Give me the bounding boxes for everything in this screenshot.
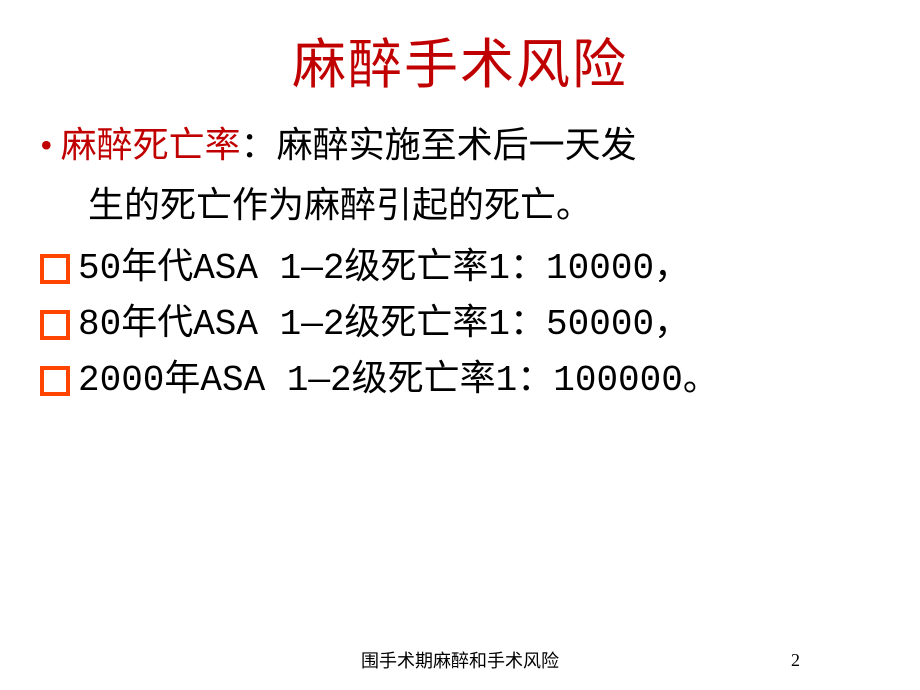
item-text-1: 50年代ASA 1—2级死亡率1：10000， <box>78 247 690 291</box>
slide-container: 麻醉手术风险 • 麻醉死亡率：麻醉实施至术后一天发 生的死亡作为麻醉引起的死亡。… <box>0 0 920 690</box>
item-row-3: 2000年ASA 1—2级死亡率1：100000。 <box>40 359 890 403</box>
footer-text: 围手术期麻醉和手术风险 <box>361 647 559 673</box>
item-text-3: 2000年ASA 1—2级死亡率1：100000。 <box>78 359 719 403</box>
definition-part1: 麻醉实施至术后一天发 <box>277 125 637 165</box>
content-area: • 麻醉死亡率：麻醉实施至术后一天发 生的死亡作为麻醉引起的死亡。 50年代AS… <box>30 119 890 403</box>
square-bullet-icon <box>40 310 70 340</box>
definition-label: 麻醉死亡率 <box>61 125 241 165</box>
definition-continue: 生的死亡作为麻醉引起的死亡。 <box>40 179 890 231</box>
page-number: 2 <box>791 650 800 671</box>
definition-line: • 麻醉死亡率：麻醉实施至术后一天发 <box>40 119 890 171</box>
definition-text: 麻醉死亡率：麻醉实施至术后一天发 <box>61 119 637 171</box>
item-row-1: 50年代ASA 1—2级死亡率1：10000， <box>40 247 890 291</box>
slide-title: 麻醉手术风险 <box>30 20 890 99</box>
square-bullet-icon <box>40 254 70 284</box>
definition-separator: ： <box>241 125 277 165</box>
bullet-dot-icon: • <box>40 119 53 171</box>
item-row-2: 80年代ASA 1—2级死亡率1：50000， <box>40 303 890 347</box>
square-bullet-icon <box>40 366 70 396</box>
item-text-2: 80年代ASA 1—2级死亡率1：50000， <box>78 303 690 347</box>
